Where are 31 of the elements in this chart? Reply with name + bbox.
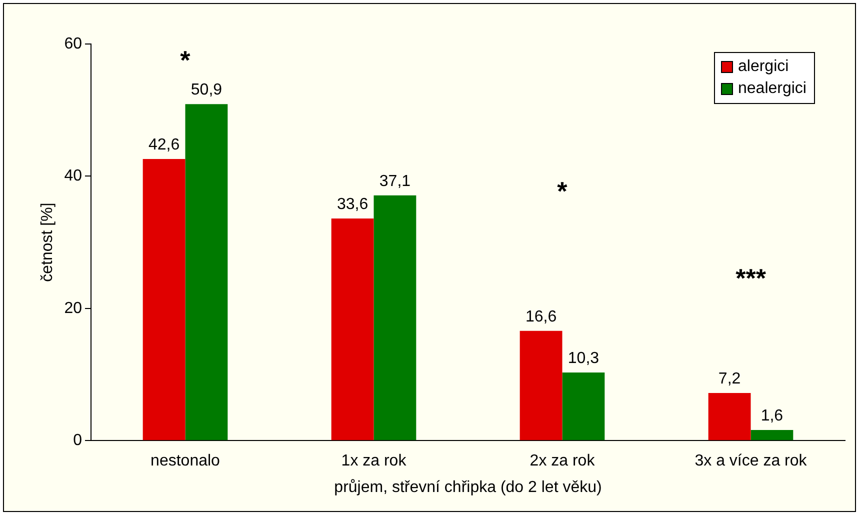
x-tick-label: nestonalo <box>150 452 220 470</box>
legend-label: nealergici <box>738 79 806 99</box>
annotation: * <box>180 45 192 76</box>
data-label: 16,6 <box>525 308 557 326</box>
bar <box>562 372 605 440</box>
x-axis-title: průjem, střevní chřipka (do 2 let věku) <box>334 478 602 496</box>
legend-label: alergici <box>738 57 789 77</box>
data-label: 1,6 <box>760 407 784 424</box>
x-tick-label: 2x za rok <box>530 452 596 470</box>
bar <box>185 104 228 440</box>
bar <box>331 218 374 440</box>
bar <box>142 159 186 440</box>
data-label: 37,1 <box>379 172 411 190</box>
bar <box>750 430 794 440</box>
bar <box>374 195 416 440</box>
bar <box>520 330 562 440</box>
bar <box>708 393 751 440</box>
y-tick-label: 0 <box>73 432 82 450</box>
data-label: 10,3 <box>568 350 600 367</box>
x-tick-label: 3x a více za rok <box>694 452 808 470</box>
annotation: * <box>557 176 568 206</box>
annotation: *** <box>736 263 767 294</box>
data-label: 7,2 <box>718 370 741 388</box>
y-tick-label: 60 <box>64 35 82 52</box>
data-label: 42,6 <box>148 136 180 154</box>
x-tick-label: 1x za rok <box>341 452 408 470</box>
data-label: 33,6 <box>336 196 368 213</box>
y-tick-label: 40 <box>64 168 82 185</box>
data-label: 50,9 <box>190 82 222 99</box>
y-tick-label: 20 <box>64 300 82 317</box>
y-axis-title: četnost [%] <box>39 202 56 282</box>
